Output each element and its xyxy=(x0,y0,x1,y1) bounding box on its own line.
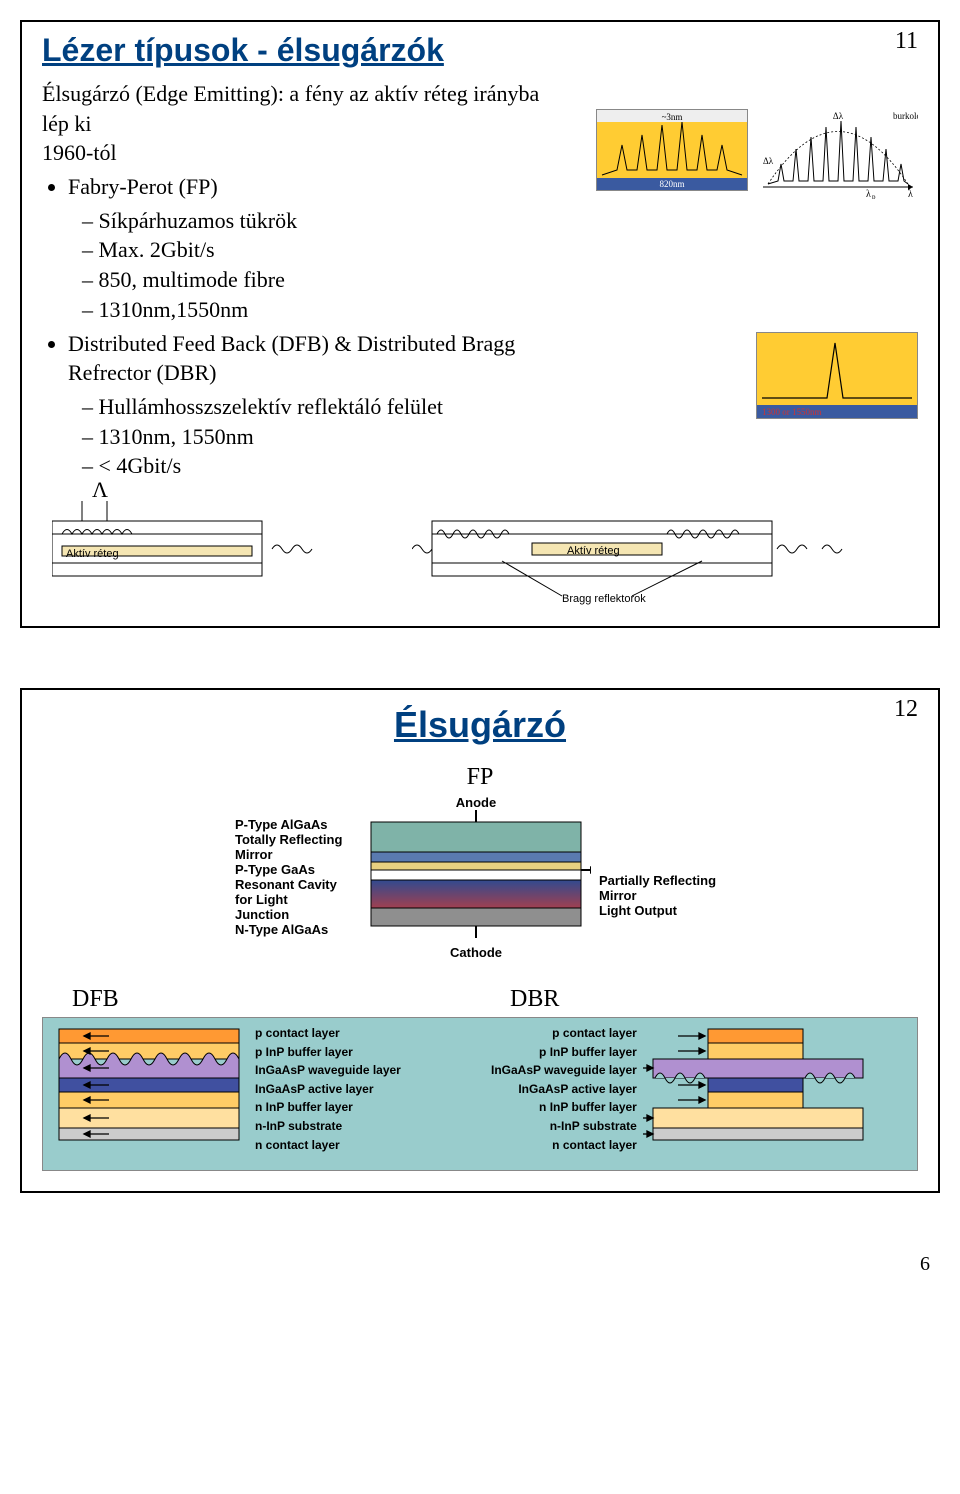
slide-11: 11 Lézer típusok - élsugárzók Élsugárzó … xyxy=(20,20,940,628)
lbl-junction: Junction xyxy=(235,907,361,922)
dfb-diagram: p contact layer p InP buffer layer InGaA… xyxy=(49,1024,475,1164)
rl1: p contact layer xyxy=(491,1024,637,1043)
lbl-cavity: Resonant Cavity xyxy=(235,877,361,892)
fp-right-labels: Partially Reflecting Mirror Light Output xyxy=(591,837,725,918)
dfb-title: DFB xyxy=(72,986,480,1013)
slide-12: 12 Élsugárzó FP P-Type AlGaAs Totally Re… xyxy=(20,688,940,1193)
aktiv-label-2: Aktív réteg xyxy=(567,545,620,557)
lbl-for-light: for Light xyxy=(235,892,361,907)
lbl-mirror-r: Mirror xyxy=(599,888,725,903)
mode-envelope-diagram: burkoló Δλ Δλ λ λ p xyxy=(758,109,918,199)
bullet-dfb: Distributed Feed Back (DFB) & Distribute… xyxy=(68,329,568,388)
ll5: n InP buffer layer xyxy=(255,1098,401,1117)
fp-spectrum-diagram: ~3nm 820nm xyxy=(596,109,748,191)
sub-2b: 1310nm, 1550nm xyxy=(82,422,568,452)
burkolo-label: burkoló xyxy=(893,111,918,121)
lambda-axis: λ xyxy=(908,189,913,199)
rl6: n-InP substrate xyxy=(491,1117,637,1136)
lbl-n-algaas: N-Type AlGaAs xyxy=(235,922,361,937)
bullet-fp: Fabry-Perot (FP) xyxy=(68,172,568,202)
dfb-laser-schematic: Aktív réteg Bragg reflektorok xyxy=(412,501,852,611)
fp-laser-schematic: Λ Aktív réteg xyxy=(52,501,352,591)
cathode-label: Cathode xyxy=(361,945,591,960)
rl7: n contact layer xyxy=(491,1136,637,1155)
dbr-title: DBR xyxy=(510,986,918,1013)
intro-line-1: Élsugárzó (Edge Emitting): a fény az akt… xyxy=(42,79,568,138)
sub-1a: Síkpárhuzamos tükrök xyxy=(82,206,568,236)
aktiv-label-1: Aktív réteg xyxy=(66,548,119,560)
ll4: InGaAsP active layer xyxy=(255,1080,401,1099)
lambda-p: λ xyxy=(866,189,871,199)
lbl-p-algaas: P-Type AlGaAs xyxy=(235,817,361,832)
sub-2c: < 4Gbit/s xyxy=(82,451,568,481)
page-number: 6 xyxy=(20,1253,940,1276)
ll6: n-InP substrate xyxy=(255,1117,401,1136)
sub-1c: 850, multimode fibre xyxy=(82,265,568,295)
lbl-light-out: Light Output xyxy=(599,903,725,918)
rl5: n InP buffer layer xyxy=(491,1098,637,1117)
rl4: InGaAsP active layer xyxy=(491,1080,637,1099)
fp-left-labels: P-Type AlGaAs Totally Reflecting Mirror … xyxy=(235,817,361,937)
sub-1b: Max. 2Gbit/s xyxy=(82,235,568,265)
lbl-mirror: Mirror xyxy=(235,847,361,862)
ll7: n contact layer xyxy=(255,1136,401,1155)
spec-top-label: ~3nm xyxy=(662,112,683,122)
dbr-layer-labels: p contact layer p InP buffer layer InGaA… xyxy=(485,1024,643,1164)
fp-label: FP xyxy=(42,764,918,791)
dbr-diagram: p contact layer p InP buffer layer InGaA… xyxy=(485,1024,911,1164)
slide-title: Élsugárzó xyxy=(42,704,918,746)
spec-bottom-label: 820nm xyxy=(659,179,684,189)
dfb-dbr-row: DFB DBR xyxy=(42,980,918,1017)
rl2: p InP buffer layer xyxy=(491,1043,637,1062)
lambda-symbol: Λ xyxy=(92,477,108,503)
dfb-layer-labels: p contact layer p InP buffer layer InGaA… xyxy=(249,1024,401,1164)
lambda-p-sub: p xyxy=(872,193,876,199)
lbl-p-gaas: P-Type GaAs xyxy=(235,862,361,877)
fp-svg xyxy=(361,810,591,940)
lbl-part-ref: Partially Reflecting xyxy=(599,873,725,888)
lbl-tot-ref: Totally Reflecting xyxy=(235,832,361,847)
intro-line-2: 1960-tól xyxy=(42,138,568,168)
dl-top: Δλ xyxy=(833,111,844,121)
slide-number: 11 xyxy=(895,28,918,55)
sub-1d: 1310nm,1550nm xyxy=(82,295,568,325)
slide-number: 12 xyxy=(894,696,918,723)
slide-title: Lézer típusok - élsugárzók xyxy=(42,32,918,69)
sub-2a: Hullámhosszszelektív reflektáló felület xyxy=(82,392,568,422)
dfb-spectrum-diagram: 1300 or 1550nm xyxy=(756,332,918,419)
ll2: p InP buffer layer xyxy=(255,1043,401,1062)
dfb-dbr-diagrams: p contact layer p InP buffer layer InGaA… xyxy=(42,1017,918,1171)
bragg-label: Bragg reflektorok xyxy=(562,593,646,605)
slide-body: Élsugárzó (Edge Emitting): a fény az akt… xyxy=(42,79,568,483)
ll1: p contact layer xyxy=(255,1024,401,1043)
spectra-row: ~3nm 820nm burkoló Δλ Δλ λ λ xyxy=(568,109,918,483)
dfb-spec-label: 1300 or 1550nm xyxy=(762,407,822,417)
anode-label: Anode xyxy=(361,795,591,810)
ll3: InGaAsP waveguide layer xyxy=(255,1061,401,1080)
dl-side: Δλ xyxy=(763,156,774,166)
rl3: InGaAsP waveguide layer xyxy=(491,1061,637,1080)
fp-cross-section: P-Type AlGaAs Totally Reflecting Mirror … xyxy=(235,795,725,960)
laser-schematic-row: Λ Aktív réteg xyxy=(42,501,918,611)
